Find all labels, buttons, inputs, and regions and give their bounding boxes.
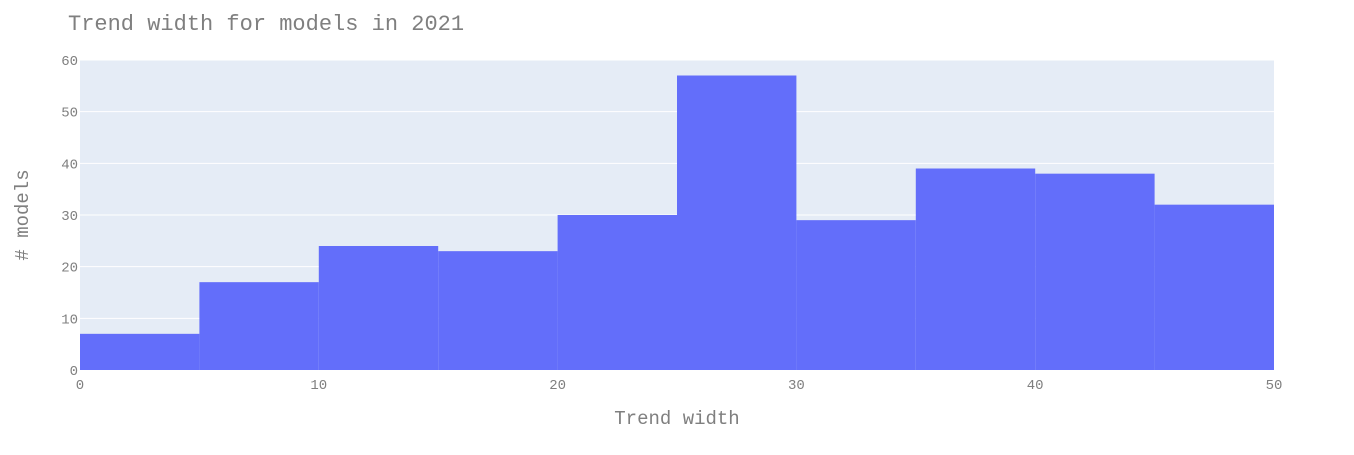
histogram-bar <box>438 251 558 370</box>
histogram-bar <box>677 75 797 370</box>
x-tick-label: 0 <box>76 378 84 394</box>
x-tick-label: 50 <box>1266 378 1283 394</box>
y-tick-label: 50 <box>61 106 78 122</box>
y-axis-ticks: 0 10 20 30 40 50 60 <box>61 54 78 380</box>
bars <box>80 75 1274 370</box>
y-tick-label: 60 <box>61 54 78 70</box>
x-tick-label: 20 <box>549 378 566 394</box>
x-tick-label: 40 <box>1027 378 1044 394</box>
histogram-bar <box>915 168 1036 370</box>
x-axis-label: Trend width <box>614 408 739 430</box>
x-tick-label: 10 <box>310 378 327 394</box>
y-tick-label: 10 <box>61 312 78 328</box>
histogram-bar <box>1035 173 1155 370</box>
histogram-bar <box>557 215 677 370</box>
chart-title: Trend width for models in 2021 <box>68 12 464 37</box>
histogram-bar <box>318 246 439 370</box>
histogram-bar <box>80 333 200 370</box>
histogram-bar <box>199 282 319 370</box>
y-axis-label: # models <box>12 169 34 260</box>
y-tick-label: 40 <box>61 157 78 173</box>
x-tick-label: 30 <box>788 378 805 394</box>
histogram-bar <box>796 220 916 370</box>
x-axis-ticks: 0 10 20 30 40 50 <box>76 378 1283 394</box>
y-tick-label: 20 <box>61 261 78 277</box>
histogram-bar <box>1154 204 1274 370</box>
y-tick-label: 30 <box>61 209 78 225</box>
y-tick-label: 0 <box>70 364 78 380</box>
